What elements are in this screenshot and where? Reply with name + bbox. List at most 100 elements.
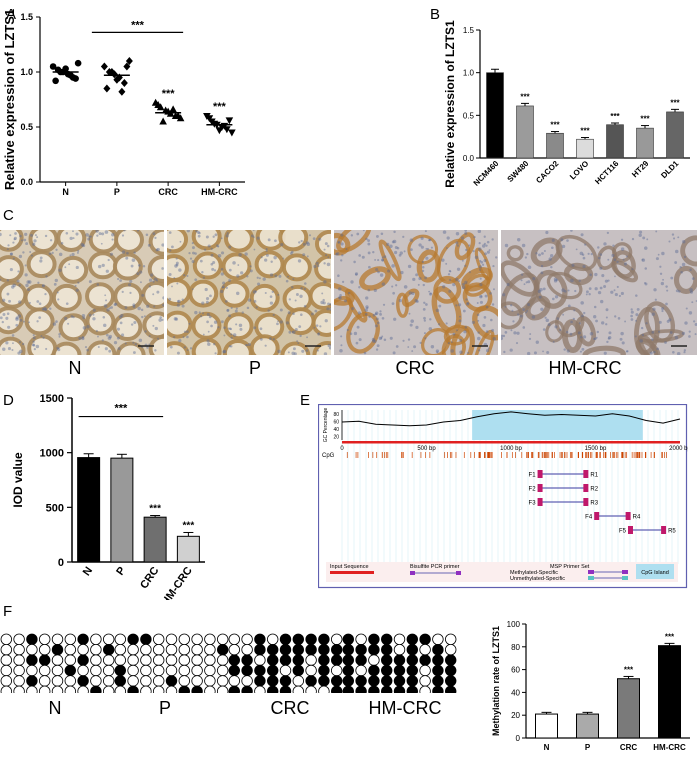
nucleus bbox=[656, 347, 659, 351]
unmethylated-cpg bbox=[77, 685, 89, 693]
nucleus bbox=[429, 292, 432, 295]
methylated-cpg bbox=[331, 654, 343, 666]
nucleus bbox=[297, 342, 300, 345]
methylated-cpg bbox=[178, 685, 190, 693]
nucleus bbox=[328, 346, 331, 350]
unmethylated-cpg bbox=[13, 675, 25, 687]
d-bar bbox=[143, 516, 167, 563]
nucleus bbox=[313, 326, 316, 329]
crypt bbox=[223, 312, 254, 341]
nucleus bbox=[194, 310, 198, 315]
nucleus bbox=[537, 289, 542, 294]
nucleus bbox=[321, 292, 324, 295]
nucleus bbox=[27, 280, 32, 284]
nucleus bbox=[626, 350, 629, 353]
unmethylated-cpg bbox=[90, 633, 102, 646]
nucleus bbox=[649, 351, 653, 355]
nucleus bbox=[481, 263, 485, 266]
unmethylated-cpg bbox=[51, 675, 64, 687]
nucleus bbox=[435, 308, 440, 313]
gland bbox=[421, 327, 451, 355]
nucleus bbox=[132, 305, 136, 309]
nucleus bbox=[423, 332, 426, 335]
crypt bbox=[85, 307, 116, 336]
nucleus bbox=[423, 301, 426, 304]
nucleus bbox=[228, 245, 232, 249]
nucleus bbox=[680, 270, 683, 274]
nucleus bbox=[625, 350, 628, 353]
nucleus bbox=[426, 247, 429, 250]
nucleus bbox=[374, 311, 379, 315]
nucleus bbox=[322, 301, 326, 305]
unmethylated-cpg bbox=[51, 664, 64, 677]
nucleus bbox=[465, 248, 468, 252]
nucleus bbox=[428, 239, 431, 242]
nucleus bbox=[41, 284, 46, 288]
nucleus bbox=[489, 292, 492, 295]
nucleus bbox=[17, 351, 21, 355]
nucleus bbox=[32, 340, 35, 343]
nucleus bbox=[418, 276, 422, 281]
nucleus bbox=[655, 257, 659, 261]
nucleus bbox=[527, 303, 531, 307]
crypt bbox=[56, 230, 87, 253]
methylated-cpg bbox=[77, 675, 89, 687]
nucleus bbox=[267, 309, 270, 312]
crypt bbox=[314, 230, 331, 258]
nucleus bbox=[138, 338, 143, 343]
unmethylated-cpg bbox=[191, 675, 203, 687]
nucleus bbox=[636, 307, 640, 311]
nucleus bbox=[466, 302, 470, 305]
gland bbox=[334, 282, 355, 306]
nucleus bbox=[380, 336, 383, 340]
nucleus bbox=[75, 265, 79, 270]
nucleus bbox=[183, 330, 187, 333]
nucleus bbox=[171, 285, 173, 288]
nucleus bbox=[526, 252, 529, 256]
nucleus bbox=[146, 304, 150, 308]
crypt bbox=[58, 313, 89, 342]
nucleus bbox=[486, 240, 490, 244]
e-primer-reverse bbox=[583, 498, 589, 506]
nucleus bbox=[270, 260, 273, 263]
nucleus bbox=[220, 267, 224, 271]
nucleus bbox=[631, 268, 634, 271]
e-gc-line bbox=[341, 411, 681, 427]
f-bar bbox=[535, 713, 558, 739]
e-legend-unmethylated: Unmethylated-Specific bbox=[510, 576, 565, 582]
nucleus bbox=[634, 335, 637, 338]
nucleus bbox=[553, 279, 558, 283]
nucleus bbox=[381, 258, 384, 262]
nucleus bbox=[476, 302, 479, 304]
nucleus bbox=[520, 273, 524, 276]
nucleus bbox=[89, 235, 92, 238]
nucleus bbox=[212, 235, 215, 238]
nucleus bbox=[108, 307, 111, 310]
panel-label-a: A bbox=[6, 6, 17, 23]
crypt bbox=[314, 254, 331, 283]
nucleus bbox=[113, 341, 118, 345]
nucleus bbox=[607, 337, 611, 340]
unmethylated-cpg bbox=[152, 644, 165, 656]
nucleus bbox=[186, 330, 189, 333]
nucleus bbox=[685, 307, 688, 310]
methylated-cpg bbox=[279, 675, 292, 687]
a-point bbox=[169, 105, 177, 113]
methylated-cpg bbox=[381, 685, 393, 693]
nucleus bbox=[72, 237, 75, 240]
nucleus bbox=[207, 330, 210, 333]
nucleus bbox=[613, 289, 616, 292]
nucleus bbox=[689, 288, 693, 292]
nucleus bbox=[367, 288, 371, 292]
nucleus bbox=[246, 306, 250, 310]
nucleus bbox=[417, 283, 420, 286]
nucleus bbox=[620, 331, 624, 336]
e-legend-msp: MSP Primer Set bbox=[550, 564, 590, 570]
bisul-label-n: N bbox=[48, 698, 62, 718]
nucleus bbox=[539, 288, 543, 292]
nucleus bbox=[141, 293, 145, 297]
nucleus bbox=[265, 253, 269, 257]
nucleus bbox=[56, 346, 60, 350]
unmethylated-cpg bbox=[140, 654, 152, 666]
nucleus bbox=[563, 348, 566, 351]
